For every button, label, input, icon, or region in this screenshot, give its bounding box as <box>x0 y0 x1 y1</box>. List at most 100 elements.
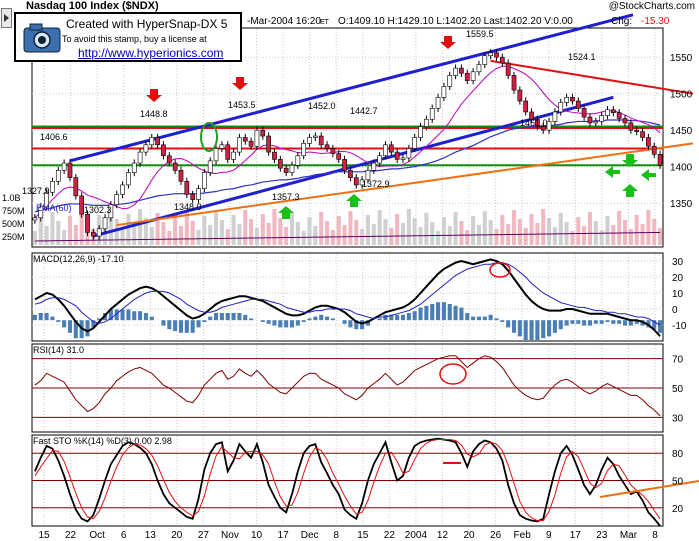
rsi-series-line <box>34 355 661 417</box>
stamp-link[interactable]: http://www.hyperionics.com <box>78 46 224 60</box>
sto-title: Fast STO %K(14) %D(3) 0.00 2.98 <box>33 436 172 446</box>
macd-histogram-bar <box>617 320 622 324</box>
volume-bar <box>611 225 616 245</box>
down-arrow-icon <box>440 36 456 49</box>
left-arrow-icon <box>641 169 656 181</box>
candle-body <box>593 121 599 124</box>
candle-body <box>628 122 634 131</box>
candle-body <box>605 109 610 116</box>
macd-histogram-bar <box>208 316 213 321</box>
macd-histogram-bar <box>418 307 423 321</box>
candle-body <box>318 135 324 146</box>
candle-body <box>155 137 160 146</box>
volume-bar <box>511 210 517 245</box>
volume-bar <box>400 223 406 245</box>
macd-histogram-bar <box>400 314 406 321</box>
candle-body <box>453 67 458 76</box>
price-annotation: 1357.3 <box>272 192 300 202</box>
volume-bar <box>50 212 55 245</box>
volume-bar <box>319 212 324 245</box>
x-tick-label: 22 <box>65 530 77 541</box>
down-arrow-icon <box>622 154 638 167</box>
macd-histogram-bar <box>67 320 73 333</box>
volume-bar <box>325 221 330 245</box>
downtrend-line <box>490 59 694 95</box>
macd-histogram-bar <box>535 320 540 340</box>
volume-bar <box>459 221 464 245</box>
candle-body <box>517 89 523 102</box>
candle-body <box>55 170 61 182</box>
candle-body <box>388 144 394 153</box>
x-tick-label: 13 <box>145 530 157 541</box>
macd-histogram-bar <box>149 316 154 321</box>
volume-bar <box>289 213 295 245</box>
hypersnap-stamp[interactable]: Created with HyperSnap-DX 5 To avoid thi… <box>14 12 242 62</box>
macd-histogram-bar <box>348 320 353 328</box>
volume-bar <box>167 231 172 245</box>
macd-histogram-bar <box>126 309 131 321</box>
volume-bar <box>295 222 300 245</box>
candle-body <box>149 137 155 146</box>
rsi-y-tick: 30 <box>672 413 684 424</box>
candle-body <box>570 97 575 102</box>
candle-body <box>383 144 388 157</box>
volume-bar <box>342 225 347 245</box>
macd-histogram-bar <box>523 320 528 340</box>
volume-bar <box>587 212 593 245</box>
volume-bar <box>102 224 108 245</box>
candle-body <box>61 162 67 171</box>
macd-histogram-bar <box>395 314 400 321</box>
macd-histogram-bar <box>365 320 370 326</box>
volume-bar <box>406 209 411 245</box>
chart-menu-button[interactable] <box>1 8 12 28</box>
volume-bar <box>570 231 575 245</box>
rsi-title: RSI(14) 31.0 <box>33 345 84 355</box>
macd-panel-frame <box>31 252 664 342</box>
macd-histogram-bar <box>143 313 148 321</box>
price-annotation: 1302.3 <box>84 205 112 215</box>
macd-histogram-bar <box>342 320 347 324</box>
macd-histogram-bar <box>91 320 96 328</box>
chart-title: Nasdaq 100 Index ($NDX) <box>26 0 159 12</box>
candle-body <box>447 75 453 87</box>
candle-body <box>126 172 131 186</box>
macd-y-tick: -10 <box>672 321 687 332</box>
sto-y-tick: 80 <box>672 449 684 460</box>
candle-body <box>143 144 149 153</box>
price-y-tick: 1450 <box>670 126 693 137</box>
volume-bar <box>213 211 219 245</box>
price-annotation: 1442.7 <box>350 106 378 116</box>
volume-bar <box>330 230 335 245</box>
volume-bar <box>371 224 376 245</box>
macd-histogram-bar <box>108 309 113 321</box>
volume-bar <box>138 209 143 245</box>
volume-bar <box>219 220 224 245</box>
price-annotation: 1461.0 <box>520 118 548 128</box>
price-annotation: 1452.0 <box>308 101 336 111</box>
volume-bar <box>278 218 283 245</box>
header-ohlc: O:1409.10 H:1429.10 L:1402.20 Last:1402.… <box>338 16 573 27</box>
candle-body <box>552 111 558 122</box>
macd-histogram-bar <box>547 320 552 337</box>
volume-bar <box>617 211 622 245</box>
volume-bar <box>149 227 154 245</box>
candle-body <box>336 153 342 160</box>
macd-y-tick: 30 <box>672 257 684 268</box>
candle-body <box>342 159 347 171</box>
macd-histogram-bar <box>646 320 651 328</box>
x-tick-label: 22 <box>384 530 396 541</box>
macd-histogram-bar <box>97 318 102 321</box>
candle-body <box>178 170 184 182</box>
price-annotation: 1524.1 <box>568 52 596 62</box>
volume-bar <box>494 229 499 245</box>
macd-histogram-bar <box>576 320 581 324</box>
macd-histogram-bar <box>196 320 201 328</box>
macd-histogram-bar <box>190 320 195 333</box>
x-tick-label: 6 <box>121 530 127 541</box>
candle-body <box>50 181 55 193</box>
volume-axis-label: 1.0B <box>2 193 21 203</box>
macd-histogram-bar <box>138 311 143 321</box>
price-annotation: 1559.5 <box>466 29 494 39</box>
macd-histogram-bar <box>266 320 271 324</box>
volume-bar <box>38 217 43 245</box>
